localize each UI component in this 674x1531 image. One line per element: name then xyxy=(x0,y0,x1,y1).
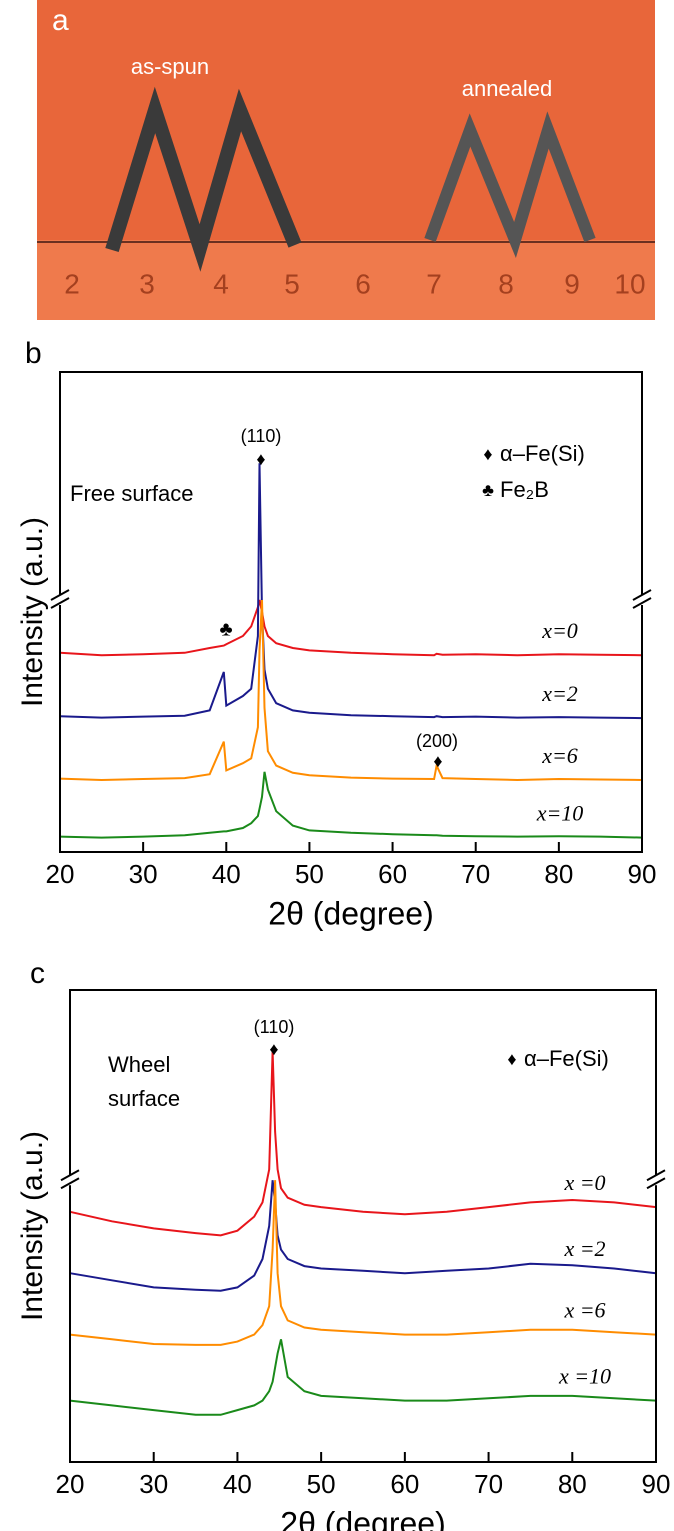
series-label: x=10 xyxy=(536,801,584,826)
x-axis-label: 2θ (degree) xyxy=(280,1505,445,1531)
x-tick-label: 30 xyxy=(139,1469,168,1499)
axis-break-gap xyxy=(634,595,650,605)
ruler-label: 8 xyxy=(498,268,514,299)
series-line xyxy=(59,771,643,839)
axis-break xyxy=(632,597,652,609)
annotation: ♦ xyxy=(269,1039,278,1059)
annotation: ♦ xyxy=(256,449,265,469)
series-label: x=6 xyxy=(541,743,578,768)
axis-break xyxy=(50,589,70,601)
x-axis-label: 2θ (degree) xyxy=(268,895,433,931)
axis-break-gap xyxy=(62,1175,78,1186)
x-tick-label: 20 xyxy=(46,859,75,889)
axis-break xyxy=(632,589,652,601)
series-line xyxy=(69,1339,657,1416)
annotation: Free surface xyxy=(70,481,194,506)
axis-break-gap xyxy=(52,595,68,605)
photo-label: annealed xyxy=(462,76,553,101)
ruler xyxy=(37,240,655,320)
ruler-label: 6 xyxy=(355,268,371,299)
x-tick-label: 50 xyxy=(295,859,324,889)
series-label: x=0 xyxy=(541,618,578,643)
photo xyxy=(37,0,655,320)
ruler-label: 3 xyxy=(139,268,155,299)
axis-break xyxy=(50,597,70,609)
series-label: x =0 xyxy=(563,1170,605,1195)
x-tick-label: 90 xyxy=(628,859,657,889)
x-tick-label: 60 xyxy=(378,859,407,889)
legend-symbol: ♣ xyxy=(482,480,494,500)
series-line xyxy=(69,1180,657,1292)
ruler-label: 7 xyxy=(426,268,442,299)
x-tick-label: 40 xyxy=(223,1469,252,1499)
series-line xyxy=(59,599,643,782)
x-tick-label: 70 xyxy=(474,1469,503,1499)
x-tick-label: 50 xyxy=(307,1469,336,1499)
y-axis-label: Intensity (a.u.) xyxy=(16,1131,49,1321)
series-label: x =6 xyxy=(563,1298,605,1323)
panel-label: a xyxy=(52,4,69,37)
plot-frame xyxy=(59,371,643,853)
ruler-label: 5 xyxy=(284,268,300,299)
x-tick-label: 80 xyxy=(558,1469,587,1499)
axis-break xyxy=(60,1177,80,1190)
ribbon xyxy=(105,86,302,272)
axis-break xyxy=(60,1169,80,1182)
x-tick-label: 20 xyxy=(56,1469,85,1499)
ruler-label: 2 xyxy=(64,268,80,299)
axis-break xyxy=(646,1177,666,1190)
annotation: ♣ xyxy=(219,618,232,640)
annotation: (110) xyxy=(254,1017,295,1037)
plot-frame xyxy=(69,989,657,1463)
x-tick-label: 60 xyxy=(390,1469,419,1499)
ruler-label: 4 xyxy=(213,268,229,299)
series-line xyxy=(69,1180,657,1346)
panel-label: c xyxy=(30,957,45,990)
x-tick-label: 70 xyxy=(461,859,490,889)
axis-break xyxy=(646,1169,666,1182)
legend-symbol: ♦ xyxy=(483,444,492,464)
ruler-label: 10 xyxy=(614,268,645,299)
annotation: ♦ xyxy=(433,751,442,771)
x-tick-label: 90 xyxy=(642,1469,671,1499)
chart: b 20 30 40 50 60 70 80 90 2θ (degree) Intensity (a… xyxy=(16,337,657,932)
series-label: x =2 xyxy=(563,1236,605,1261)
series-label: x=2 xyxy=(541,681,578,706)
series-line xyxy=(59,463,643,720)
series-label: x =10 xyxy=(558,1364,611,1389)
annotation: (200) xyxy=(416,731,458,751)
annotation: surface xyxy=(108,1086,180,1111)
x-tick-label: 30 xyxy=(129,859,158,889)
legend-label: α–Fe(Si) xyxy=(500,441,585,466)
annotation: (110) xyxy=(241,426,282,446)
panel-label: b xyxy=(25,337,42,370)
chart: c 20 30 40 50 60 70 80 90 2θ (degree) Intensity (a… xyxy=(16,957,671,1531)
ribbon xyxy=(424,111,596,258)
annotation: Wheel xyxy=(108,1052,170,1077)
y-axis-label: Intensity (a.u.) xyxy=(16,517,49,707)
x-tick-label: 40 xyxy=(212,859,241,889)
legend-label: α–Fe(Si) xyxy=(524,1046,609,1071)
x-tick-label: 80 xyxy=(544,859,573,889)
series-line xyxy=(59,599,643,657)
axis-break-gap xyxy=(648,1175,664,1186)
photo-label: as-spun xyxy=(131,54,209,79)
series-line xyxy=(69,1051,657,1237)
legend-symbol: ♦ xyxy=(507,1049,516,1069)
legend-label: Fe₂B xyxy=(500,477,549,502)
ruler-label: 9 xyxy=(564,268,580,299)
